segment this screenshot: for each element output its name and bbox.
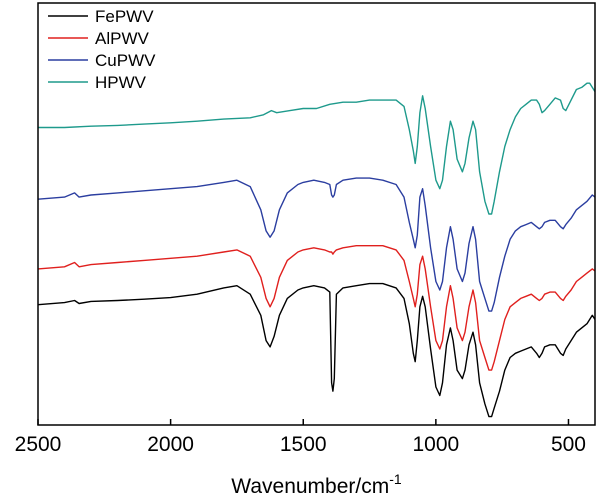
legend-label-cupwv: CuPWV	[95, 51, 156, 70]
x-tick-label: 1500	[280, 433, 327, 456]
x-axis-title-superscript: -1	[389, 471, 402, 487]
legend-label-fepwv: FePWV	[95, 7, 154, 26]
series-line-fepwv	[37, 282, 596, 418]
legend: FePWV AlPWV CuPWV HPWV	[48, 7, 156, 92]
x-tick-label: 2500	[15, 433, 62, 456]
series-layer	[37, 82, 596, 418]
x-axis-title: Wavenumber/cm-1	[231, 471, 402, 498]
x-axis-title-text: Wavenumber/cm	[231, 475, 389, 498]
series-line-cupwv	[37, 177, 596, 312]
legend-label-alpwv: AlPWV	[95, 29, 150, 48]
x-tick-label: 1000	[412, 433, 459, 456]
series-line-hpwv	[38, 82, 596, 215]
series-line-alpwv	[37, 245, 596, 371]
legend-label-hpwv: HPWV	[95, 73, 147, 92]
x-axis: 2500 2000 1500 1000 500	[15, 419, 586, 456]
plot-area-frame	[37, 2, 596, 426]
x-tick-label: 500	[551, 433, 586, 456]
x-tick-label: 2000	[147, 433, 194, 456]
